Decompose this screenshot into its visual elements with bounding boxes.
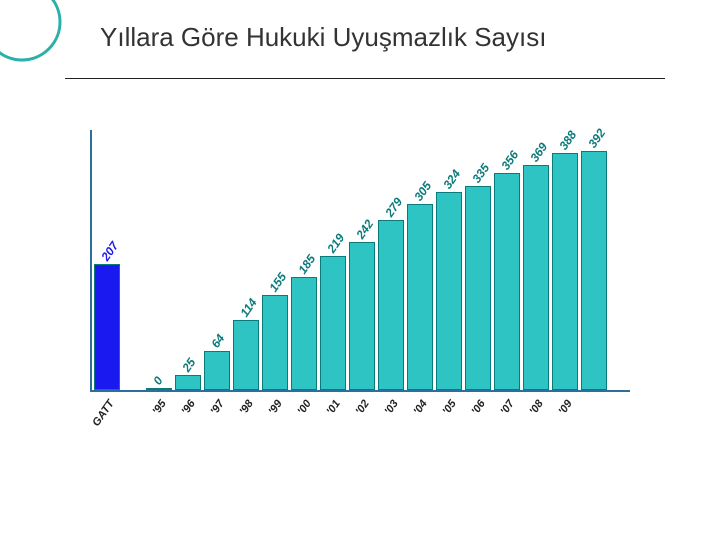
- x-axis-label-text: '99: [266, 398, 284, 417]
- bar-column: 324: [436, 192, 462, 390]
- bar-value-label: 242: [353, 217, 376, 241]
- x-axis-label-text: '03: [382, 398, 400, 417]
- bar-column: 25: [175, 375, 201, 390]
- x-labels-container: GATT '95 '96 '97 '98 '99 '00 '01 '02 '03 '04 '05 '06…: [94, 394, 607, 424]
- bar-value-label: 0: [150, 374, 165, 388]
- xlabel-spacer: [123, 394, 143, 424]
- x-axis-label: '08: [523, 394, 549, 424]
- bar-value-label: 219: [324, 231, 347, 255]
- bar-value-label: 356: [498, 148, 521, 172]
- bar-column: 356: [494, 173, 520, 390]
- bar: [378, 220, 404, 390]
- x-axis-label-text: '98: [237, 398, 255, 417]
- x-axis-label-text: '04: [411, 398, 429, 417]
- page-title: Yıllara Göre Hukuki Uyuşmazlık Sayısı: [100, 22, 660, 53]
- bar-column: 305: [407, 204, 433, 390]
- x-axis-label: '96: [175, 394, 201, 424]
- x-axis-label-text: GATT: [90, 398, 117, 429]
- bar-value-label: 335: [469, 161, 492, 185]
- x-axis-label: '05: [436, 394, 462, 424]
- bar: [291, 277, 317, 390]
- x-axis-label: '98: [233, 394, 259, 424]
- y-axis: [90, 130, 92, 390]
- bar-column: 219: [320, 256, 346, 390]
- bar: [552, 153, 578, 390]
- bar: [407, 204, 433, 390]
- bar-column: 64: [204, 351, 230, 390]
- bar-value-label: 324: [440, 167, 463, 191]
- x-axis-label: '99: [262, 394, 288, 424]
- bar-column: 279: [378, 220, 404, 390]
- x-axis-label-text: '05: [440, 398, 458, 417]
- bar-value-label: 185: [295, 252, 318, 276]
- x-axis-label: '04: [407, 394, 433, 424]
- bar-column: 185: [291, 277, 317, 390]
- x-axis-label-text: '96: [179, 398, 197, 417]
- x-axis-label-text: '00: [295, 398, 313, 417]
- bar: [146, 388, 172, 390]
- x-axis-label: '97: [204, 394, 230, 424]
- bar-column: 207: [94, 264, 120, 390]
- bar-value-label: 64: [208, 332, 227, 351]
- bar-value-label: 369: [527, 140, 550, 164]
- bar-column: 392: [581, 151, 607, 390]
- x-axis-label-text: '95: [150, 398, 168, 417]
- bar: [262, 295, 288, 390]
- bar-column: 335: [465, 186, 491, 390]
- x-axis-label: '02: [349, 394, 375, 424]
- bar: [175, 375, 201, 390]
- bar-value-label: 114: [237, 296, 259, 320]
- bar-column: 155: [262, 295, 288, 390]
- bar: [523, 165, 549, 390]
- bar: [320, 256, 346, 390]
- bar-value-label: 279: [382, 195, 405, 219]
- bar-column: 388: [552, 153, 578, 390]
- bar-column: 0: [146, 388, 172, 390]
- bar-value-label: 25: [179, 356, 198, 375]
- bar: [204, 351, 230, 390]
- x-axis-label-text: '09: [556, 398, 574, 417]
- bar-chart: 2070256411415518521924227930532433535636…: [90, 130, 630, 430]
- x-axis-label-text: '06: [469, 398, 487, 417]
- x-axis-label: '06: [465, 394, 491, 424]
- title-underline: [65, 78, 665, 79]
- x-axis-label: [581, 394, 607, 424]
- bar: [465, 186, 491, 390]
- bar: [436, 192, 462, 390]
- x-axis-label-text: '97: [208, 398, 226, 417]
- x-axis-label: '03: [378, 394, 404, 424]
- bar-column: 242: [349, 242, 375, 390]
- bar: [349, 242, 375, 390]
- x-axis-label-text: '08: [527, 398, 545, 417]
- bar: [94, 264, 120, 390]
- x-axis-label: '00: [291, 394, 317, 424]
- x-axis-label: GATT: [94, 394, 120, 424]
- x-axis-label: '09: [552, 394, 578, 424]
- x-axis: [90, 390, 630, 392]
- bar-value-label: 155: [266, 270, 289, 294]
- x-axis-label: '95: [146, 394, 172, 424]
- x-axis-label: '07: [494, 394, 520, 424]
- bar: [581, 151, 607, 390]
- bar: [233, 320, 259, 390]
- slide: Yıllara Göre Hukuki Uyuşmazlık Sayısı 20…: [0, 0, 720, 540]
- bar: [494, 173, 520, 390]
- bar-value-label: 207: [98, 239, 121, 263]
- bar-column: 114: [233, 320, 259, 390]
- bar-value-label: 392: [585, 126, 608, 150]
- x-axis-label-text: '01: [324, 398, 342, 417]
- bars-container: 2070256411415518521924227930532433535636…: [94, 130, 607, 390]
- bar-value-label: 388: [556, 128, 579, 152]
- x-axis-label: '01: [320, 394, 346, 424]
- x-axis-label-text: '07: [498, 398, 516, 417]
- bar-value-label: 305: [411, 179, 434, 203]
- x-axis-label-text: '02: [353, 398, 371, 417]
- corner-circle-icon: [0, 0, 80, 80]
- bar-column: 369: [523, 165, 549, 390]
